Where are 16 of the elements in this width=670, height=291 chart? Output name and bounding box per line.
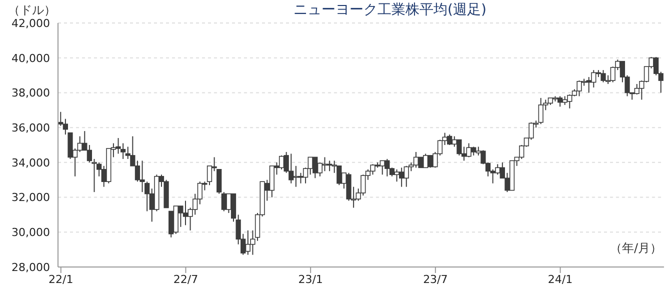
y-tick-label: 36,000: [12, 121, 50, 134]
y-tick-label: 34,000: [12, 156, 50, 170]
y-axis-title: （ドル）: [8, 2, 56, 18]
x-tick-label: 22/1: [48, 272, 74, 286]
x-tick-label: 24/1: [548, 272, 573, 286]
chart-title: ニューヨーク工業株平均(週足): [292, 1, 488, 19]
x-tick-label: 23/1: [298, 272, 323, 286]
y-tick-label: 40,000: [12, 52, 50, 65]
x-tick-label: 22/7: [173, 272, 198, 286]
annotation: （年/月）: [610, 240, 662, 257]
y-tick-label: 28,000: [12, 260, 50, 274]
y-tick-label: 32,000: [12, 191, 50, 204]
y-tick-label: 30,000: [12, 226, 50, 240]
y-tick-label: 38,000: [12, 86, 50, 100]
y-tick-label: 42,000: [12, 16, 50, 30]
x-tick-label: 23/7: [423, 272, 448, 286]
